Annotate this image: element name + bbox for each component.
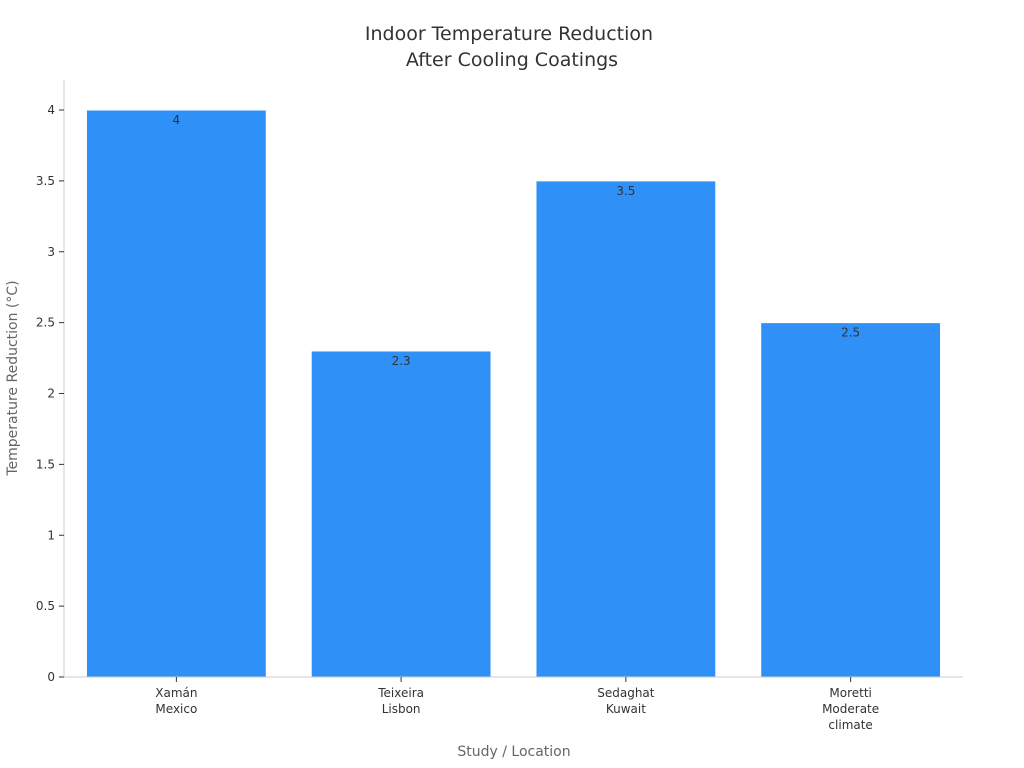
x-axis-label: Study / Location <box>457 744 570 760</box>
y-tick-label-8: 4 <box>47 103 55 117</box>
chart-title-line-2: After Cooling Coatings <box>406 49 618 71</box>
y-tick-label-0: 0 <box>47 670 55 684</box>
data-label-0: 4 <box>173 113 181 127</box>
x-tick-label-0: Xamán Mexico <box>155 686 197 716</box>
y-tick-label-4: 2 <box>47 387 55 401</box>
y-tick-label-6: 3 <box>47 245 55 259</box>
y-tick-label-5: 2.5 <box>36 316 55 330</box>
bar-0 <box>86 110 266 677</box>
bar-1 <box>311 351 491 677</box>
x-tick-label-1: Teixeira Lisbon <box>377 686 424 716</box>
y-tick-label-1: 0.5 <box>36 599 55 613</box>
chart-title-line-1: Indoor Temperature Reduction <box>365 23 653 45</box>
y-tick-label-3: 1.5 <box>36 457 55 471</box>
data-label-2: 3.5 <box>616 184 635 198</box>
bar-3 <box>761 323 941 677</box>
y-axis-label: Temperature Reduction (°C) <box>5 280 21 476</box>
x-tick-label-2: Sedaghat Kuwait <box>597 686 655 716</box>
chart-title: Indoor Temperature Reduction After Cooli… <box>365 23 659 71</box>
y-tick-label-7: 3.5 <box>36 174 55 188</box>
x-tick-label-3: Moretti Moderate climate <box>822 686 879 732</box>
x-ticks-group: Xamán Mexico Teixeira Lisbon Sedaghat Kuwait M… <box>155 677 879 732</box>
data-label-1: 2.3 <box>392 354 411 368</box>
bars-group <box>86 110 940 677</box>
bar-2 <box>536 181 716 677</box>
y-ticks-group: 0 0.5 1 1.5 2 2.5 3 3.5 4 <box>36 103 64 684</box>
y-tick-label-2: 1 <box>47 528 55 542</box>
data-labels-group: 4 2.3 3.5 2.5 <box>173 113 861 368</box>
data-label-3: 2.5 <box>841 326 860 340</box>
